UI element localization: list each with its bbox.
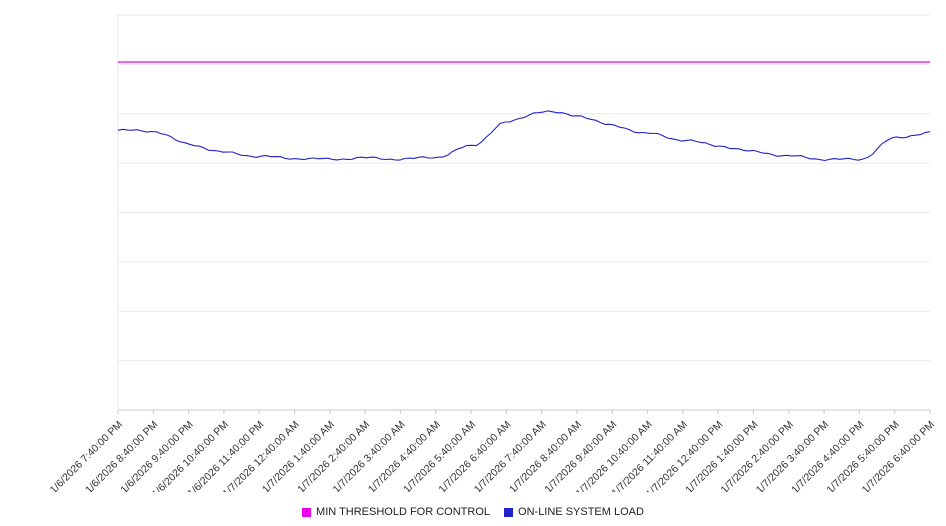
legend-label-load: ON-LINE SYSTEM LOAD [518, 506, 644, 518]
legend-label-threshold: MIN THRESHOLD FOR CONTROL [316, 506, 491, 518]
legend-item-load: ON-LINE SYSTEM LOAD [504, 506, 644, 518]
chart-legend: MIN THRESHOLD FOR CONTROL ON-LINE SYSTEM… [0, 506, 946, 518]
legend-swatch-load-icon [504, 507, 514, 517]
line-chart: 1/6/2026 7:40:00 PM1/6/2026 8:40:00 PM1/… [48, 14, 937, 492]
legend-item-threshold: MIN THRESHOLD FOR CONTROL [302, 506, 490, 518]
legend-swatch-threshold-icon [302, 507, 312, 517]
load-line [117, 110, 931, 162]
x-axis-label: 1/6/2026 7:40:00 PM [48, 419, 125, 492]
